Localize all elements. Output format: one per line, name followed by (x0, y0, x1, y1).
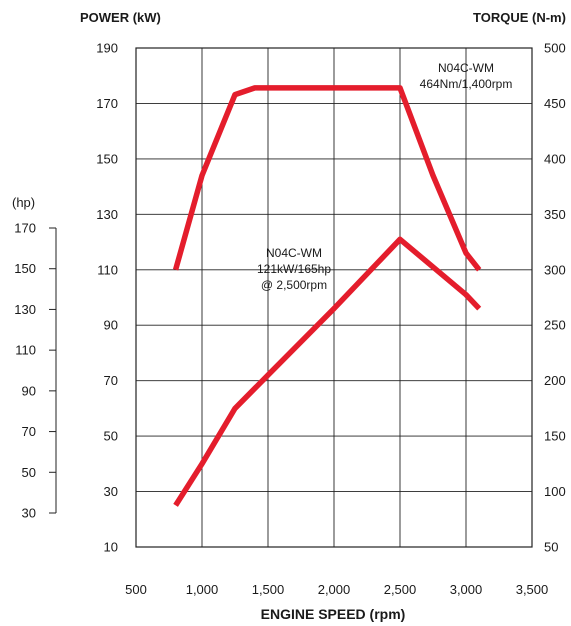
left-tick-label: 50 (104, 429, 118, 444)
left-tick-label: 90 (104, 318, 118, 333)
right-tick-label: 50 (544, 540, 558, 555)
x-tick-label: 3,500 (516, 582, 549, 597)
left-tick-label: 130 (96, 207, 118, 222)
left-tick-label: 70 (104, 373, 118, 388)
left-tick-label: 150 (96, 151, 118, 166)
torque-annotation: N04C-WM 464Nm/1,400rpm (420, 61, 513, 91)
left-axis-title: POWER (kW) (80, 10, 161, 25)
hp-tick-label: 150 (14, 261, 36, 276)
x-tick-label: 3,000 (450, 582, 483, 597)
power-annotation: N04C-WM 121kW/165hp @ 2,500rpm (257, 246, 331, 292)
grid (135, 47, 533, 548)
left-tick-label: 170 (96, 96, 118, 111)
hp-tick-label: 130 (14, 302, 36, 317)
x-tick-label: 2,000 (318, 582, 351, 597)
right-tick-label: 150 (544, 429, 566, 444)
tick-labels: 500 1,000 1,500 2,000 2,500 3,000 3,500 10 30 50 7… (96, 41, 565, 598)
right-tick-label: 400 (544, 151, 566, 166)
x-axis-title: ENGINE SPEED (rpm) (261, 606, 406, 622)
hp-tick-label: 170 (14, 221, 36, 236)
hp-axis-title: (hp) (12, 195, 35, 210)
right-tick-label: 300 (544, 262, 566, 277)
power-line (173, 236, 482, 507)
hp-tick-label: 90 (22, 383, 36, 398)
left-tick-label: 110 (97, 262, 118, 277)
hp-tick-label: 70 (22, 424, 36, 439)
torque-line (172, 85, 482, 272)
x-tick-label: 500 (125, 582, 147, 597)
x-tick-label: 1,000 (186, 582, 219, 597)
right-tick-label: 350 (544, 207, 566, 222)
annotations: N04C-WM 464Nm/1,400rpm N04C-WM 121kW/165hp @… (257, 61, 512, 292)
right-tick-label: 500 (544, 41, 566, 56)
hp-axis: 30 50 70 90 110 130 150 170 (14, 221, 57, 521)
right-axis-title: TORQUE (N-m) (473, 10, 566, 25)
hp-tick-label: 30 (22, 506, 36, 521)
x-tick-label: 2,500 (384, 582, 417, 597)
left-tick-label: 10 (104, 540, 118, 555)
left-tick-label: 190 (96, 41, 118, 56)
right-tick-label: 100 (544, 484, 566, 499)
hp-tick-label: 50 (22, 465, 36, 480)
series-lines (172, 85, 482, 507)
x-tick-label: 1,500 (252, 582, 285, 597)
right-tick-label: 450 (544, 96, 566, 111)
left-tick-label: 30 (104, 484, 118, 499)
right-tick-label: 250 (544, 318, 566, 333)
right-tick-label: 200 (544, 373, 566, 388)
hp-tick-label: 110 (15, 343, 36, 358)
